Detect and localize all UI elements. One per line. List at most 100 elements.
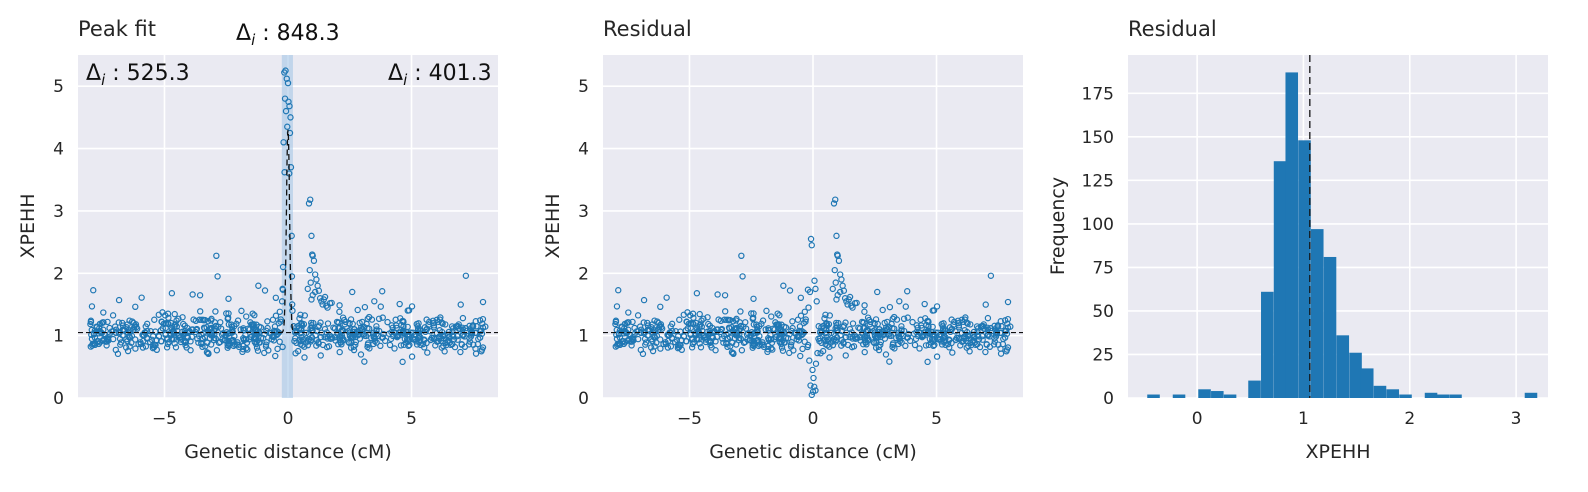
- data-point: [240, 342, 247, 350]
- data-point: [286, 102, 293, 110]
- data-point: [430, 322, 438, 329]
- data-point: [396, 300, 403, 308]
- data-point: [826, 354, 833, 361]
- histogram-bar: [1298, 140, 1311, 398]
- data-point: [163, 344, 171, 351]
- data-point: [361, 358, 368, 365]
- data-point: [990, 341, 998, 348]
- data-point: [390, 328, 397, 336]
- data-point: [151, 316, 158, 323]
- data-point: [822, 311, 829, 319]
- data-point: [168, 290, 176, 297]
- histogram-bar: [1424, 392, 1438, 398]
- data-point: [311, 288, 319, 296]
- data-point: [284, 123, 291, 130]
- data-point: [765, 325, 772, 332]
- data-point: [714, 291, 721, 298]
- histogram-bar: [1373, 385, 1387, 398]
- data-point: [795, 337, 803, 344]
- data-point: [430, 324, 438, 331]
- data-point: [126, 343, 133, 350]
- data-point: [303, 339, 310, 346]
- residual-histogram-ylabel: Frequency: [1047, 177, 1069, 275]
- data-point: [389, 324, 396, 331]
- histogram-bar: [1261, 291, 1274, 398]
- data-point: [285, 98, 292, 105]
- data-point: [623, 320, 630, 327]
- peak-fit-panel: −5 0 5 0 1 2 3 4 5 Peak fit Genetic distance (cM…: [17, 17, 498, 463]
- data-point: [728, 324, 735, 331]
- data-point: [114, 350, 122, 358]
- data-point: [723, 316, 730, 324]
- data-point: [929, 323, 936, 331]
- data-point: [310, 257, 318, 264]
- data-point: [315, 339, 322, 346]
- data-point: [100, 309, 107, 316]
- data-point: [662, 340, 670, 348]
- data-point: [808, 242, 815, 249]
- data-point: [962, 314, 969, 321]
- data-point: [637, 326, 645, 333]
- data-point: [442, 321, 449, 328]
- data-point: [896, 298, 903, 305]
- data-point: [1002, 327, 1009, 335]
- data-point: [336, 302, 343, 309]
- data-point: [462, 324, 470, 332]
- histogram-bar: [1436, 394, 1450, 398]
- peak-fit-marks: [78, 55, 498, 398]
- data-point: [785, 335, 792, 342]
- data-point: [804, 341, 812, 349]
- data-point: [317, 352, 324, 359]
- data-point: [938, 320, 945, 328]
- data-point: [846, 325, 854, 333]
- data-point: [328, 333, 335, 340]
- peak-fit-tick-labels: −5 0 5 0 1 2 3 4 5: [53, 77, 417, 429]
- data-point: [836, 288, 844, 296]
- data-point: [198, 339, 205, 347]
- data-point: [629, 335, 636, 342]
- data-point: [922, 342, 930, 349]
- data-point: [253, 344, 261, 351]
- data-point: [855, 324, 862, 331]
- data-point: [305, 200, 313, 207]
- data-point: [321, 325, 329, 333]
- data-point: [348, 339, 355, 346]
- data-point: [999, 340, 1007, 348]
- data-point: [315, 287, 323, 294]
- data-point: [288, 232, 295, 240]
- data-point: [466, 335, 473, 342]
- data-point: [225, 295, 232, 302]
- data-point: [387, 335, 395, 343]
- data-point: [823, 321, 830, 328]
- data-point: [781, 323, 788, 330]
- data-point: [904, 288, 911, 295]
- data-point: [949, 349, 956, 356]
- data-point: [972, 341, 979, 349]
- data-point: [815, 335, 822, 342]
- data-point: [634, 312, 642, 319]
- data-point: [904, 314, 911, 321]
- data-point: [458, 341, 465, 348]
- data-point: [971, 334, 978, 341]
- data-point: [759, 339, 766, 346]
- data-point: [979, 332, 986, 340]
- data-point: [164, 320, 172, 327]
- data-point: [195, 339, 202, 346]
- data-point: [277, 318, 284, 325]
- data-point: [384, 318, 391, 326]
- data-point: [817, 350, 824, 357]
- data-point: [289, 301, 296, 308]
- y-tick-label: 3: [53, 202, 64, 222]
- data-point: [364, 315, 371, 322]
- data-point: [442, 339, 449, 347]
- data-point: [375, 315, 383, 323]
- data-point: [982, 348, 989, 356]
- peak-fit-xlabel: Genetic distance (cM): [184, 441, 392, 463]
- data-point: [364, 343, 371, 351]
- data-point: [963, 334, 970, 342]
- data-point: [902, 342, 909, 350]
- data-point: [478, 346, 486, 353]
- residual-histogram-grid: [1128, 55, 1548, 399]
- data-point: [477, 327, 484, 335]
- data-point: [853, 333, 860, 340]
